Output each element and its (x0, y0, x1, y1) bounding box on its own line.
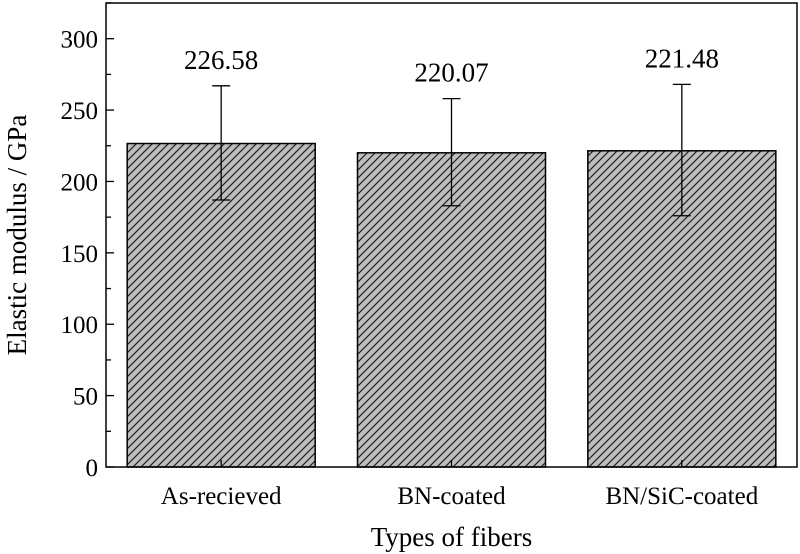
y-axis-ticks: 0 50 100 150 200 250 300 (61, 2, 114, 482)
error-bars-layer (212, 83, 691, 217)
x-axis-title: Types of fibers (371, 522, 533, 552)
data-label-2: 221.48 (645, 43, 719, 73)
y-tick-label: 150 (61, 241, 99, 268)
error-bar-0 (212, 85, 231, 201)
data-label-1: 220.07 (414, 58, 488, 88)
x-tick-label-1: BN-coated (397, 483, 506, 510)
y-tick-label: 0 (86, 455, 99, 482)
y-tick-label: 250 (61, 98, 99, 125)
x-tick-label-2: BN/SiC-coated (605, 483, 758, 510)
x-tick-label-0: As-recieved (161, 483, 282, 510)
error-bar-2 (672, 83, 691, 217)
y-tick-label: 200 (61, 169, 99, 196)
y-tick-label: 50 (73, 384, 98, 411)
y-tick-label: 300 (61, 27, 99, 54)
y-tick-label: 100 (61, 312, 99, 339)
error-bar-1 (442, 98, 461, 207)
y-axis-title: Elastic modulus / GPa (2, 115, 32, 356)
data-label-0: 226.58 (184, 45, 258, 75)
data-labels-layer: 226.58 220.07 221.48 (184, 43, 719, 87)
x-axis-ticks: As-recieved BN-coated BN/SiC-coated (161, 460, 759, 510)
